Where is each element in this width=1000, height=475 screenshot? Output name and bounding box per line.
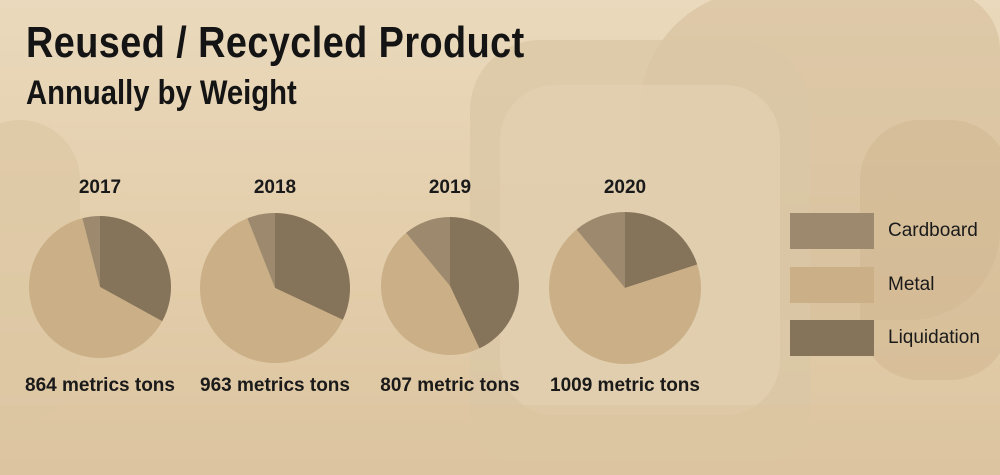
pie-total-label: 1009 metric tons bbox=[550, 375, 700, 396]
legend-item-cardboard: Cardboard bbox=[790, 213, 1000, 249]
pie-slice-cardboard bbox=[576, 212, 625, 288]
legend-label: Metal bbox=[888, 274, 935, 295]
legend-item-liquidation: Liquidation bbox=[790, 320, 1000, 356]
pie-slice-metal bbox=[549, 229, 701, 364]
pie-year-label: 2019 bbox=[428, 177, 472, 198]
pie-chart-2020: 2020 1009 metric tons bbox=[525, 0, 725, 475]
pie-slice-metal bbox=[381, 232, 480, 355]
legend-item-metal: Metal bbox=[790, 267, 1000, 303]
pie-slice-cardboard bbox=[406, 217, 450, 286]
pie-slice-liquidation bbox=[275, 213, 350, 320]
pie-svg bbox=[28, 216, 171, 358]
pie-slice-liquidation bbox=[450, 217, 519, 349]
legend-label: Liquidation bbox=[888, 327, 980, 348]
background-floor bbox=[0, 405, 1000, 475]
legend-swatch bbox=[790, 213, 874, 249]
pie-slice-metal bbox=[200, 218, 343, 363]
pie-chart-2018: 2018 963 metrics tons bbox=[175, 0, 375, 475]
chart-subtitle: Annually by Weight bbox=[26, 74, 297, 112]
legend-swatch bbox=[790, 267, 874, 303]
pie-total-label: 864 metrics tons bbox=[25, 375, 175, 396]
pie-slice-liquidation bbox=[625, 212, 698, 288]
pie-year-label: 2017 bbox=[78, 177, 122, 198]
legend-label: Cardboard bbox=[888, 220, 978, 241]
chart-title: Reused / Recycled Product bbox=[26, 18, 525, 67]
pie-svg bbox=[381, 217, 519, 355]
pie-svg bbox=[549, 212, 701, 364]
pie-total-label: 807 metric tons bbox=[380, 375, 520, 396]
pie-total-label: 963 metrics tons bbox=[200, 375, 350, 396]
pie-slice-metal bbox=[28, 218, 163, 358]
pie-chart-2019: 2019 807 metric tons bbox=[350, 0, 550, 475]
legend-swatch bbox=[790, 320, 874, 356]
pie-slice-cardboard bbox=[82, 216, 100, 287]
pie-svg bbox=[200, 213, 350, 363]
pie-slice-cardboard bbox=[247, 213, 275, 288]
pie-year-label: 2018 bbox=[253, 177, 297, 198]
pie-chart-2017: 2017 864 metrics tons bbox=[0, 0, 200, 475]
pie-year-label: 2020 bbox=[603, 177, 647, 198]
background-person-arm bbox=[860, 120, 1000, 380]
pie-slice-liquidation bbox=[100, 216, 171, 322]
